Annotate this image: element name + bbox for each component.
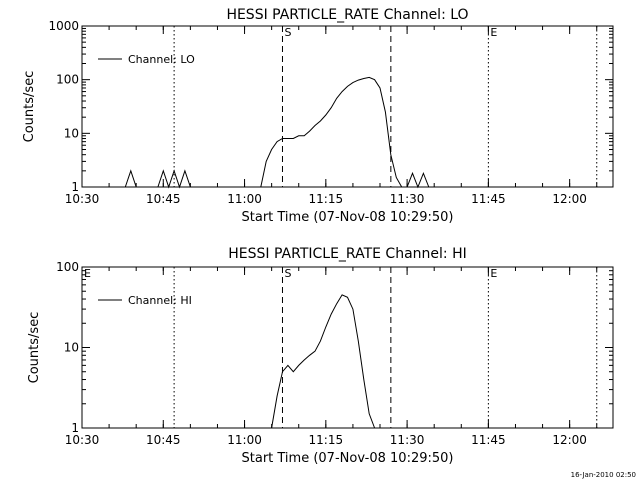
chart-title: HESSI PARTICLE_RATE Channel: HI [228, 246, 466, 262]
series-line [271, 294, 376, 429]
x-tick-label: 10:45 [146, 192, 181, 206]
x-axis-label: Start Time (07-Nov-08 10:29:50) [242, 451, 454, 466]
y-tick-label: 1 [71, 180, 79, 194]
event-marker-label: E [490, 26, 497, 39]
x-tick-label: 11:15 [309, 433, 344, 447]
x-tick-label: 11:00 [227, 192, 262, 206]
event-marker-label: S [284, 26, 291, 39]
event-marker-label: S [284, 267, 291, 280]
y-axis-label: Counts/sec [22, 71, 37, 143]
x-tick-label: 10:30 [65, 433, 100, 447]
y-tick-label: 10 [64, 126, 79, 140]
x-tick-label: 11:15 [309, 192, 344, 206]
x-tick-label: 12:00 [552, 433, 587, 447]
legend-label: Channel: HI [128, 294, 192, 307]
x-tick-label: 11:00 [227, 433, 262, 447]
y-axis-label: Counts/sec [27, 312, 42, 384]
y-tick-label: 10 [64, 341, 79, 355]
x-tick-label: 11:30 [390, 192, 425, 206]
y-tick-label: 100 [56, 260, 79, 274]
plot-frame [81, 266, 614, 429]
x-tick-label: 10:45 [146, 433, 181, 447]
event-marker-label: E [490, 267, 497, 280]
footer-timestamp: 16-Jan-2010 02:50 [570, 471, 636, 479]
x-tick-label: 12:00 [552, 192, 587, 206]
plot-frame [81, 25, 614, 188]
chart-title: HESSI PARTICLE_RATE Channel: LO [226, 7, 468, 23]
x-tick-label: 11:45 [471, 192, 506, 206]
legend-label: Channel: LO [128, 53, 195, 66]
x-tick-label: 11:45 [471, 433, 506, 447]
x-tick-label: 11:30 [390, 433, 425, 447]
x-axis-label: Start Time (07-Nov-08 10:29:50) [242, 210, 454, 225]
y-tick-label: 1 [71, 421, 79, 435]
x-tick-label: 10:30 [65, 192, 100, 206]
series-line [82, 76, 613, 189]
event-marker-label: E [84, 267, 91, 280]
y-tick-label: 100 [56, 73, 79, 87]
y-tick-label: 1000 [48, 19, 79, 33]
